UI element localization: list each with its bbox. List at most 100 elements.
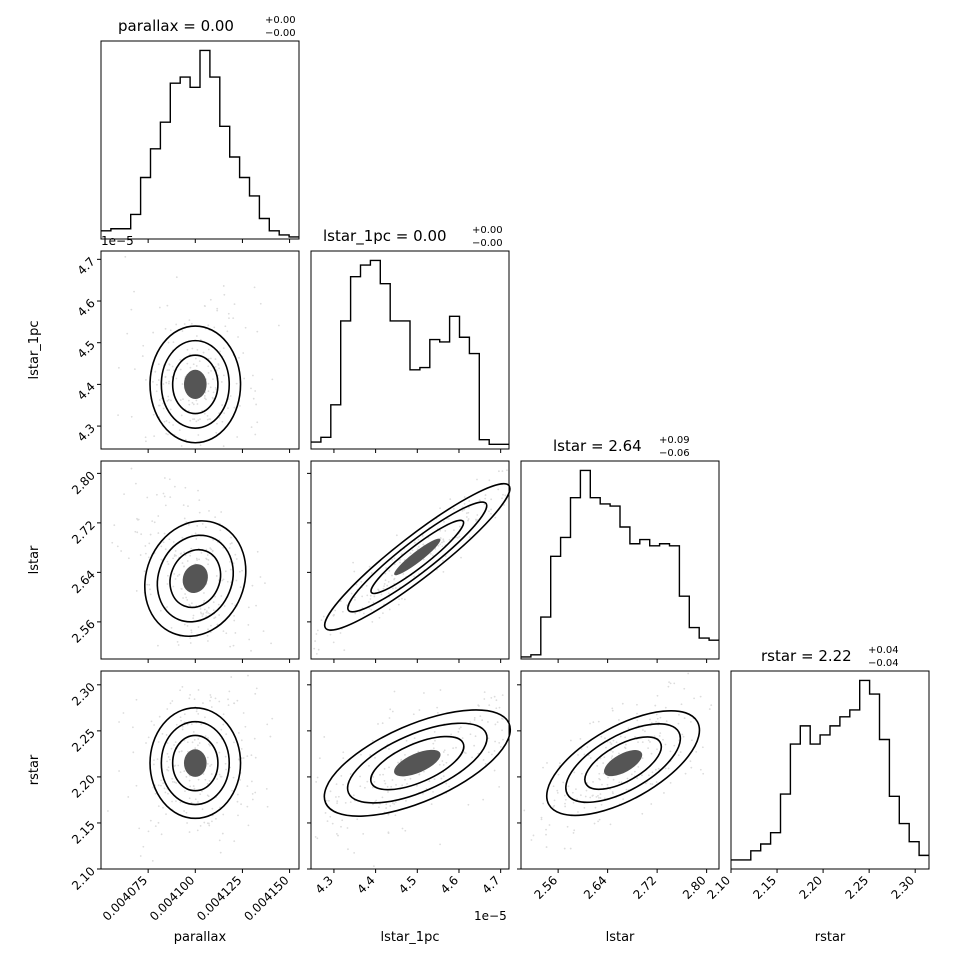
offset-label-lstar_1pc-y: 1e−5 <box>101 234 134 248</box>
sample-point <box>181 536 184 539</box>
sample-point <box>687 672 690 675</box>
sample-point <box>165 381 168 384</box>
sample-point <box>592 781 594 783</box>
sample-point <box>173 744 175 746</box>
sample-point <box>372 865 375 868</box>
sample-point <box>246 785 249 788</box>
sample-point <box>316 776 319 779</box>
svg-text:lstar_1pc = 0.00: lstar_1pc = 0.00 <box>323 227 447 246</box>
sample-point <box>167 756 170 758</box>
sample-point <box>339 600 342 602</box>
sample-point <box>378 616 381 619</box>
sample-point <box>168 363 171 366</box>
sample-point <box>653 735 656 738</box>
sample-point <box>270 642 272 645</box>
sample-point <box>336 802 338 805</box>
sample-point <box>189 693 192 696</box>
sample-point <box>149 533 152 536</box>
sample-point <box>190 602 193 605</box>
sample-point <box>432 554 434 557</box>
sample-point <box>218 614 221 616</box>
sample-point <box>394 814 397 817</box>
sample-point <box>212 538 214 541</box>
sample-point <box>377 723 379 725</box>
x-tick-label: 2.56 <box>531 873 560 902</box>
sample-point <box>160 833 163 836</box>
sample-point <box>626 777 629 780</box>
sample-point <box>383 767 386 770</box>
sample-point <box>211 396 214 399</box>
sample-point <box>222 285 225 287</box>
sample-point <box>465 512 468 515</box>
sample-point <box>650 722 653 724</box>
sample-point <box>198 511 201 514</box>
sample-point <box>193 418 196 421</box>
y-tick-label: 4.4 <box>75 379 98 402</box>
sample-point <box>163 420 166 423</box>
sample-point <box>567 785 570 788</box>
sample-point <box>139 554 142 556</box>
sample-point <box>401 597 403 600</box>
sample-point <box>192 418 194 421</box>
sample-point <box>187 399 190 402</box>
sample-point <box>468 506 470 509</box>
sample-point <box>180 719 182 722</box>
sample-point <box>172 541 175 543</box>
sample-point <box>493 695 496 698</box>
sample-point <box>593 822 596 825</box>
sample-point <box>361 595 364 598</box>
sample-point <box>152 763 155 766</box>
density-contour <box>346 722 488 804</box>
sample-point <box>478 705 480 707</box>
sample-point <box>400 553 403 556</box>
sample-point <box>562 781 565 784</box>
sample-point <box>238 758 240 761</box>
sample-point <box>684 772 687 775</box>
sample-point <box>314 836 317 838</box>
sample-point <box>207 822 210 825</box>
y-tick-label: 2.10 <box>69 864 98 893</box>
sample-point <box>238 356 240 359</box>
sample-point <box>377 588 379 591</box>
y-tick-label: 4.3 <box>75 421 98 444</box>
sample-point <box>172 341 175 344</box>
sample-point <box>490 696 493 699</box>
sample-point <box>157 805 160 808</box>
scatter-points <box>111 467 272 652</box>
sample-point <box>167 563 170 565</box>
sample-point <box>167 341 170 344</box>
sample-point <box>391 574 393 577</box>
sample-point <box>166 708 169 710</box>
sample-point <box>487 737 490 740</box>
sample-point <box>157 821 160 824</box>
sample-point <box>468 500 471 502</box>
sample-point <box>191 401 194 404</box>
sample-point <box>387 832 390 835</box>
x-axis-label-parallax: parallax <box>174 930 227 945</box>
sample-point <box>233 619 236 622</box>
sample-point <box>482 798 485 801</box>
sample-point <box>209 298 212 301</box>
sample-point <box>204 716 206 719</box>
sample-point <box>185 596 188 599</box>
sample-point <box>259 576 262 578</box>
sample-point <box>209 744 211 747</box>
sample-point <box>209 765 211 767</box>
sample-point <box>647 739 650 742</box>
sample-point <box>585 789 588 792</box>
sample-point <box>315 652 318 655</box>
sample-point <box>444 555 447 558</box>
sample-point <box>277 324 280 327</box>
sample-point <box>523 809 526 812</box>
sample-point <box>239 779 242 781</box>
sample-point <box>366 780 369 783</box>
sample-point <box>651 783 654 786</box>
sample-point <box>222 374 225 377</box>
sample-point <box>186 624 189 627</box>
sample-point <box>405 739 408 742</box>
sample-point <box>545 828 547 831</box>
sample-point <box>368 601 370 603</box>
sample-point <box>163 532 166 535</box>
density-contour <box>149 325 242 444</box>
sample-point <box>186 599 189 601</box>
